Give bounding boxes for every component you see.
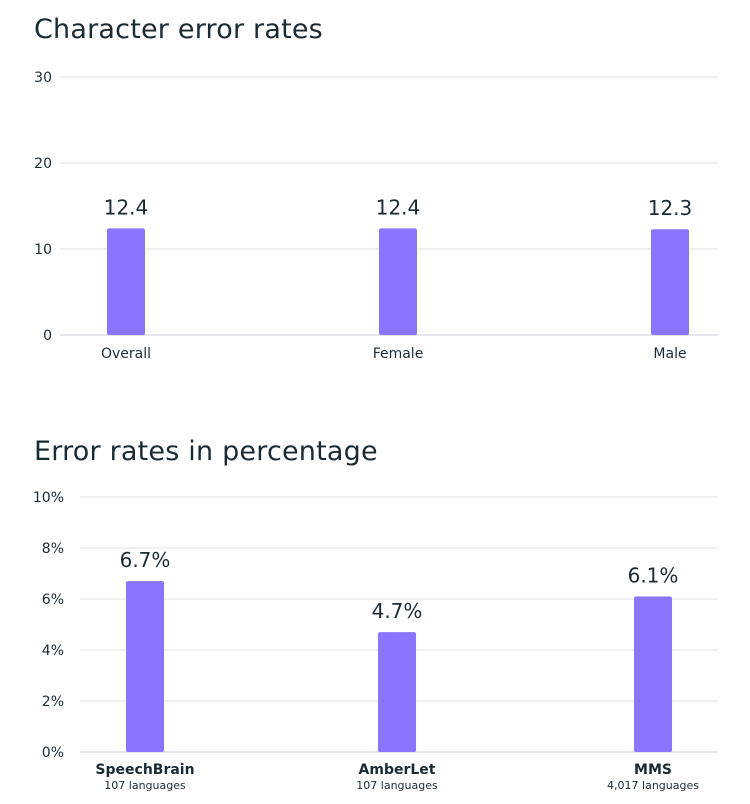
x-category-label: Overall — [101, 346, 151, 362]
x-category-sublabel: 107 languages — [356, 779, 438, 792]
y-tick-label: 0% — [42, 745, 64, 761]
x-category-sublabel: 4,017 languages — [607, 779, 699, 792]
value-label: 6.1% — [628, 563, 679, 587]
chart-title-error-rates-percentage: Error rates in percentage — [34, 436, 378, 467]
y-tick-label: 2% — [42, 694, 64, 710]
x-category-label: AmberLet — [359, 762, 436, 778]
y-tick-label: 4% — [42, 643, 64, 659]
bar-mms — [634, 596, 672, 752]
y-tick-label: 10 — [34, 242, 52, 258]
chart-title-character-error-rates: Character error rates — [34, 14, 323, 45]
value-label: 6.7% — [120, 548, 171, 572]
x-category-label: MMS — [634, 762, 672, 778]
x-category-label: Female — [373, 346, 424, 362]
x-category-label: Male — [653, 346, 686, 362]
bar-male — [651, 229, 689, 335]
x-category-sublabel: 107 languages — [104, 779, 186, 792]
bar-amberlet — [378, 632, 416, 752]
chart-character-error-rates: 0 10 20 30 12.4 Overall 12.4 Female 12.3 Male — [34, 70, 718, 362]
y-tick-label: 20 — [34, 156, 52, 172]
bar-overall — [107, 228, 145, 335]
y-tick-label: 10% — [33, 490, 64, 506]
x-category-label: SpeechBrain — [95, 762, 194, 778]
y-tick-label: 30 — [34, 70, 52, 86]
y-tick-label: 6% — [42, 592, 64, 608]
bar-female — [379, 228, 417, 335]
value-label: 4.7% — [372, 599, 423, 623]
y-tick-label: 8% — [42, 541, 64, 557]
value-label: 12.4 — [376, 195, 421, 219]
value-label: 12.4 — [104, 195, 149, 219]
y-tick-label: 0 — [43, 328, 52, 344]
value-label: 12.3 — [648, 196, 693, 220]
bar-speechbrain — [126, 581, 164, 752]
